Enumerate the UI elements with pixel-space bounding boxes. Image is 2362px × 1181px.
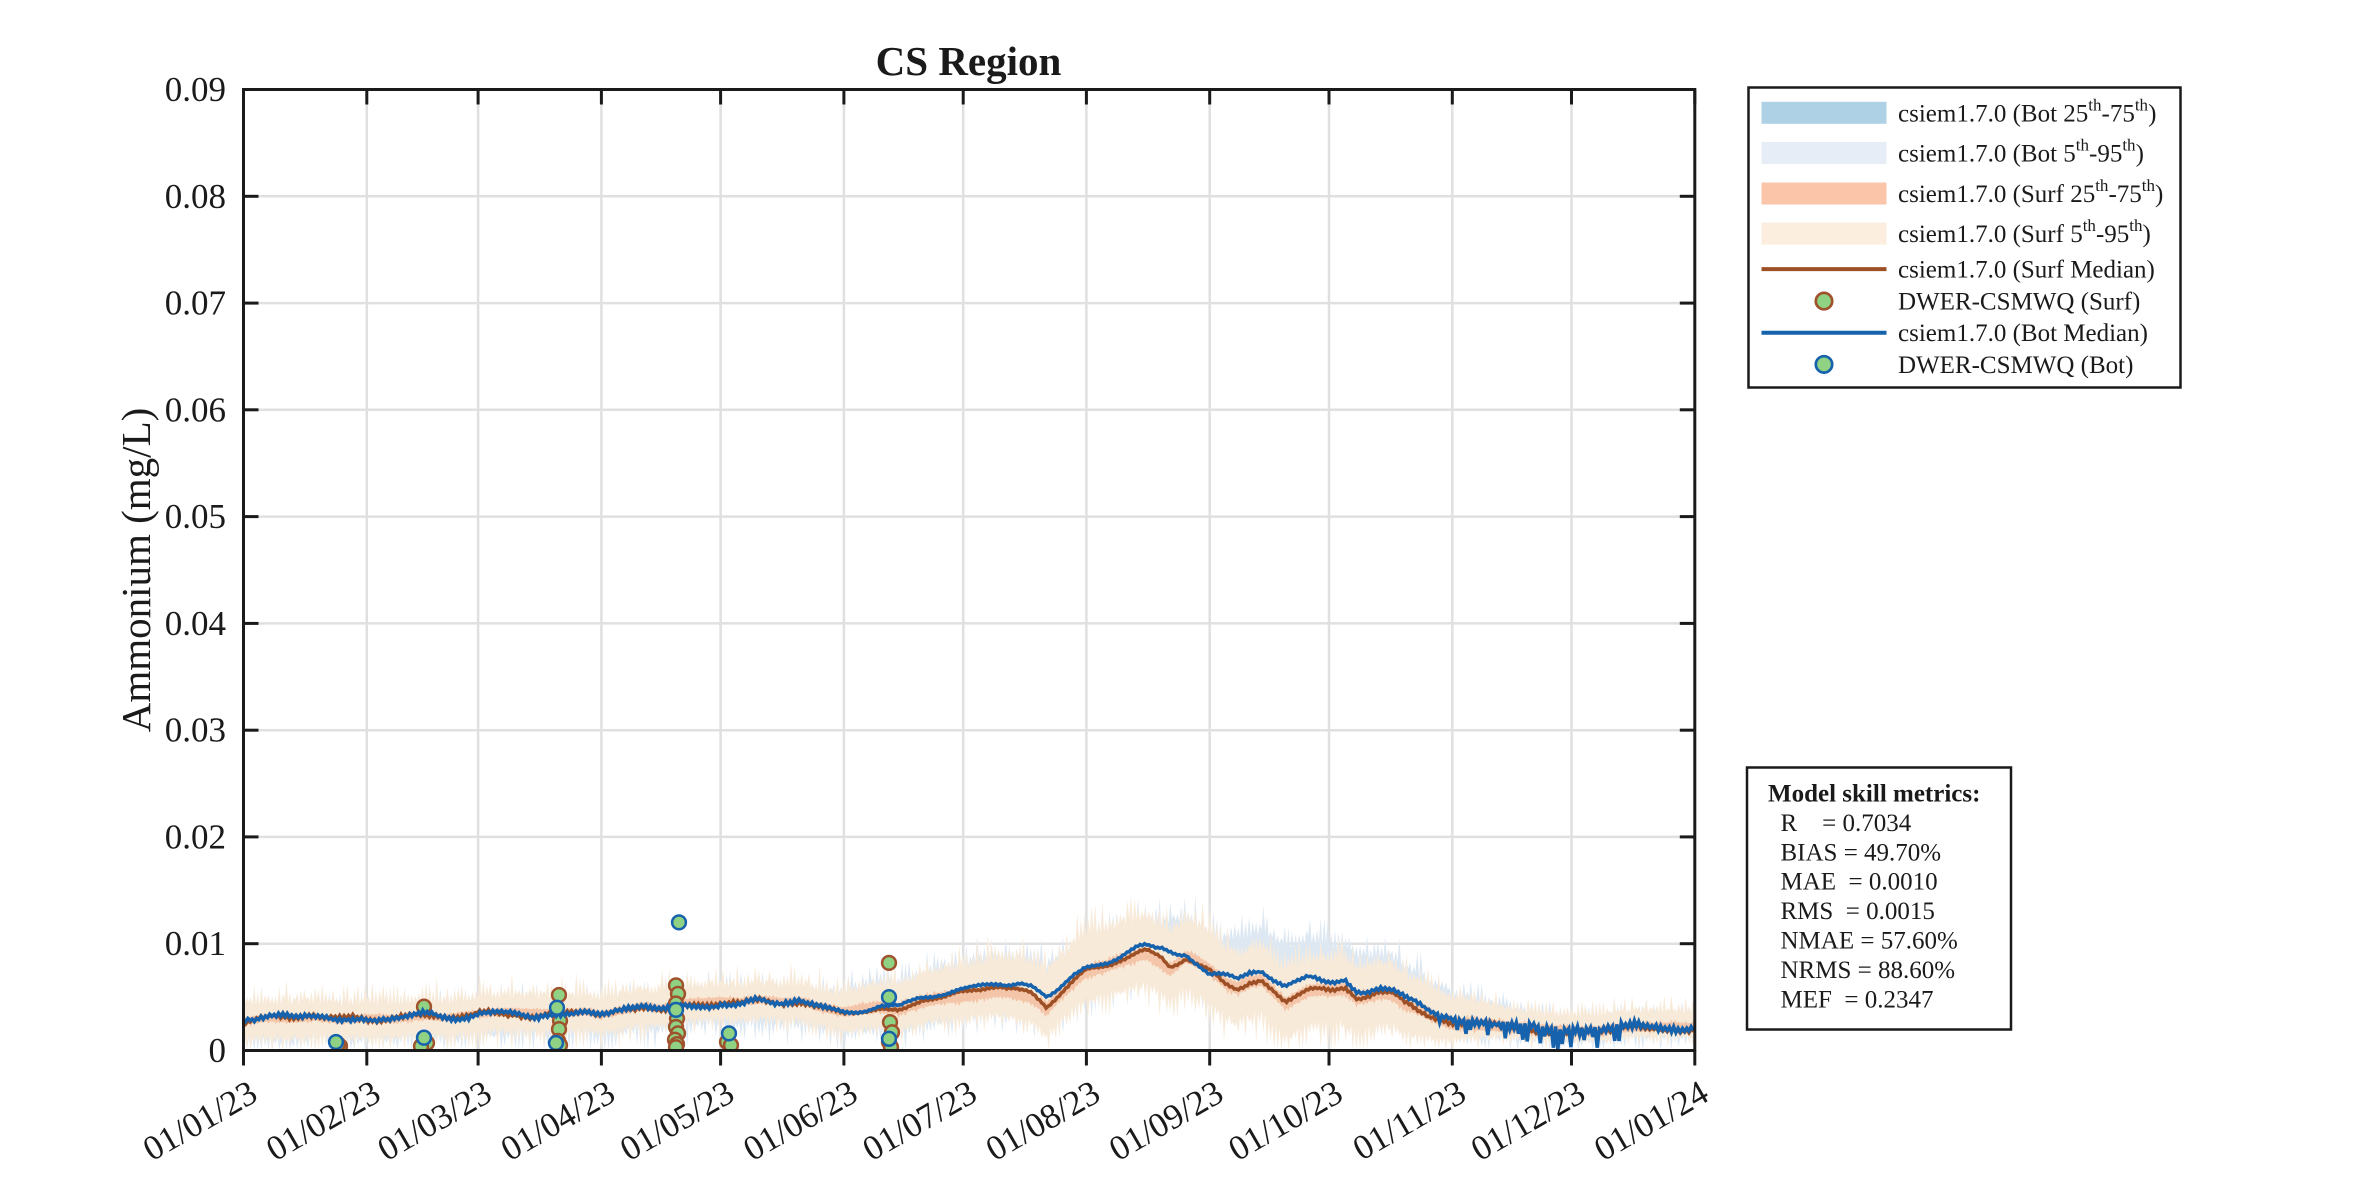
svg-text:csiem1.7.0 (Surf 25th-75th): csiem1.7.0 (Surf 25th-75th) [1898, 176, 2163, 208]
svg-text:0.04: 0.04 [165, 604, 226, 643]
svg-text:NMAE = 57.60%: NMAE = 57.60% [1768, 928, 1958, 955]
svg-text:csiem1.7.0 (Surf Median): csiem1.7.0 (Surf Median) [1898, 257, 2155, 284]
svg-text:csiem1.7.0 (Bot Median): csiem1.7.0 (Bot Median) [1898, 320, 2148, 347]
svg-text:CS Region: CS Region [876, 38, 1062, 84]
svg-text:NRMS = 88.60%: NRMS = 88.60% [1768, 957, 1955, 984]
svg-text:BIAS = 49.70%: BIAS = 49.70% [1768, 839, 1941, 866]
svg-text:0.07: 0.07 [165, 284, 226, 323]
svg-text:Model skill metrics:: Model skill metrics: [1768, 781, 1980, 808]
svg-text:0.03: 0.03 [165, 711, 226, 750]
svg-text:csiem1.7.0 (Bot 5th-95th): csiem1.7.0 (Bot 5th-95th) [1898, 136, 2144, 168]
svg-text:0.02: 0.02 [165, 817, 226, 856]
svg-text:csiem1.7.0 (Bot 25th-75th): csiem1.7.0 (Bot 25th-75th) [1898, 95, 2156, 127]
svg-text:MEF = 0.2347: MEF = 0.2347 [1768, 986, 1934, 1013]
svg-text:csiem1.7.0 (Surf 5th-95th): csiem1.7.0 (Surf 5th-95th) [1898, 216, 2151, 248]
svg-text:0.08: 0.08 [165, 177, 226, 216]
svg-text:0.06: 0.06 [165, 390, 226, 429]
svg-text:0.01: 0.01 [165, 924, 226, 963]
svg-text:Ammonium (mg/L): Ammonium (mg/L) [113, 408, 159, 733]
svg-text:DWER-CSMWQ (Surf): DWER-CSMWQ (Surf) [1898, 289, 2140, 316]
svg-text:0.09: 0.09 [165, 70, 226, 109]
svg-text:0.05: 0.05 [165, 497, 226, 536]
svg-text:R = 0.7034: R = 0.7034 [1768, 810, 1912, 837]
svg-text:RMS = 0.0015: RMS = 0.0015 [1768, 898, 1935, 925]
svg-text:0: 0 [209, 1031, 227, 1070]
svg-text:MAE = 0.0010: MAE = 0.0010 [1768, 869, 1938, 896]
svg-text:DWER-CSMWQ (Bot): DWER-CSMWQ (Bot) [1898, 352, 2133, 379]
